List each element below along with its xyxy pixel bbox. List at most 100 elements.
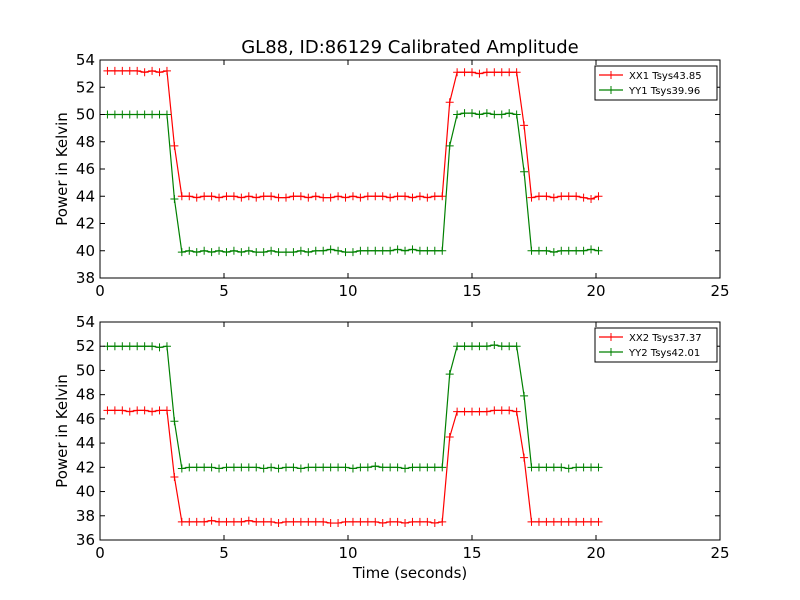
data-point <box>386 246 395 255</box>
data-point <box>415 517 424 526</box>
data-point <box>252 248 261 257</box>
data-point <box>512 407 521 416</box>
data-point <box>148 407 157 416</box>
data-point <box>371 517 380 526</box>
data-point <box>587 245 596 254</box>
data-point <box>148 66 157 75</box>
data-point <box>200 192 209 201</box>
x-tick-label: 0 <box>95 282 105 300</box>
data-point <box>415 192 424 201</box>
data-point <box>334 519 343 528</box>
data-point <box>371 192 380 201</box>
data-point <box>460 407 469 416</box>
data-point <box>520 167 529 176</box>
data-point <box>423 246 432 255</box>
data-point <box>594 517 603 526</box>
legend-box <box>594 327 718 363</box>
data-point <box>475 69 484 78</box>
data-point <box>378 463 387 472</box>
y-tick-label: 44 <box>76 434 95 452</box>
data-point <box>185 192 194 201</box>
data-point <box>549 463 558 472</box>
data-point <box>520 121 529 130</box>
data-point <box>348 192 357 201</box>
data-point <box>378 192 387 201</box>
data-point <box>534 192 543 201</box>
y-tick-label: 50 <box>76 106 95 124</box>
data-point <box>118 342 127 351</box>
data-point <box>438 192 447 201</box>
data-point <box>527 517 536 526</box>
data-point <box>348 464 357 473</box>
data-point <box>393 245 402 254</box>
legend-entry-label: YY2 Tsys42.01 <box>628 348 700 359</box>
legend: XX2 Tsys37.37 YY2 Tsys42.01 <box>594 327 718 363</box>
legend-box <box>594 65 718 101</box>
data-point <box>274 464 283 473</box>
data-point <box>453 342 462 351</box>
data-point <box>497 110 506 119</box>
data-point <box>148 342 157 351</box>
data-point <box>557 192 566 201</box>
data-point <box>378 246 387 255</box>
y-axis-label: Power in Kelvin <box>53 374 71 488</box>
data-point <box>110 342 119 351</box>
data-point <box>215 246 224 255</box>
x-tick-label: 15 <box>462 544 481 562</box>
data-point <box>386 517 395 526</box>
data-point <box>557 246 566 255</box>
data-point <box>155 68 164 77</box>
data-point <box>326 463 335 472</box>
data-point <box>534 246 543 255</box>
data-point <box>118 66 127 75</box>
data-point <box>207 516 216 525</box>
data-point <box>363 192 372 201</box>
data-point <box>341 193 350 202</box>
data-point <box>162 406 171 415</box>
data-point <box>564 517 573 526</box>
data-point <box>334 463 343 472</box>
data-point <box>296 246 305 255</box>
data-point <box>155 110 164 119</box>
data-point <box>304 463 313 472</box>
data-point <box>371 462 380 471</box>
data-point <box>363 246 372 255</box>
data-point <box>579 246 588 255</box>
data-point <box>393 463 402 472</box>
data-point <box>542 192 551 201</box>
data-point <box>334 246 343 255</box>
data-point <box>304 193 313 202</box>
data-point <box>274 248 283 257</box>
data-point <box>237 517 246 526</box>
data-point <box>259 248 268 257</box>
y-tick-label: 36 <box>76 531 95 549</box>
data-point <box>289 192 298 201</box>
data-point <box>512 342 521 351</box>
data-point <box>393 192 402 201</box>
data-point <box>490 341 499 350</box>
data-point <box>319 517 328 526</box>
data-point <box>185 246 194 255</box>
data-point <box>177 464 186 473</box>
data-point <box>408 517 417 526</box>
data-point <box>259 192 268 201</box>
data-point <box>348 517 357 526</box>
data-point <box>363 517 372 526</box>
y-tick-label: 40 <box>76 242 95 260</box>
data-point <box>490 406 499 415</box>
data-point <box>475 342 484 351</box>
data-point <box>237 193 246 202</box>
data-point <box>326 245 335 254</box>
data-point <box>229 463 238 472</box>
data-point <box>162 342 171 351</box>
y-tick-label: 38 <box>76 507 95 525</box>
data-point <box>460 68 469 77</box>
data-point <box>326 519 335 528</box>
legend: XX1 Tsys43.85 YY1 Tsys39.96 <box>594 65 718 101</box>
data-point <box>468 342 476 351</box>
data-point <box>304 248 313 257</box>
data-point <box>170 194 179 203</box>
y-tick-label: 46 <box>76 160 95 178</box>
data-point <box>274 519 283 528</box>
data-point <box>133 406 142 415</box>
